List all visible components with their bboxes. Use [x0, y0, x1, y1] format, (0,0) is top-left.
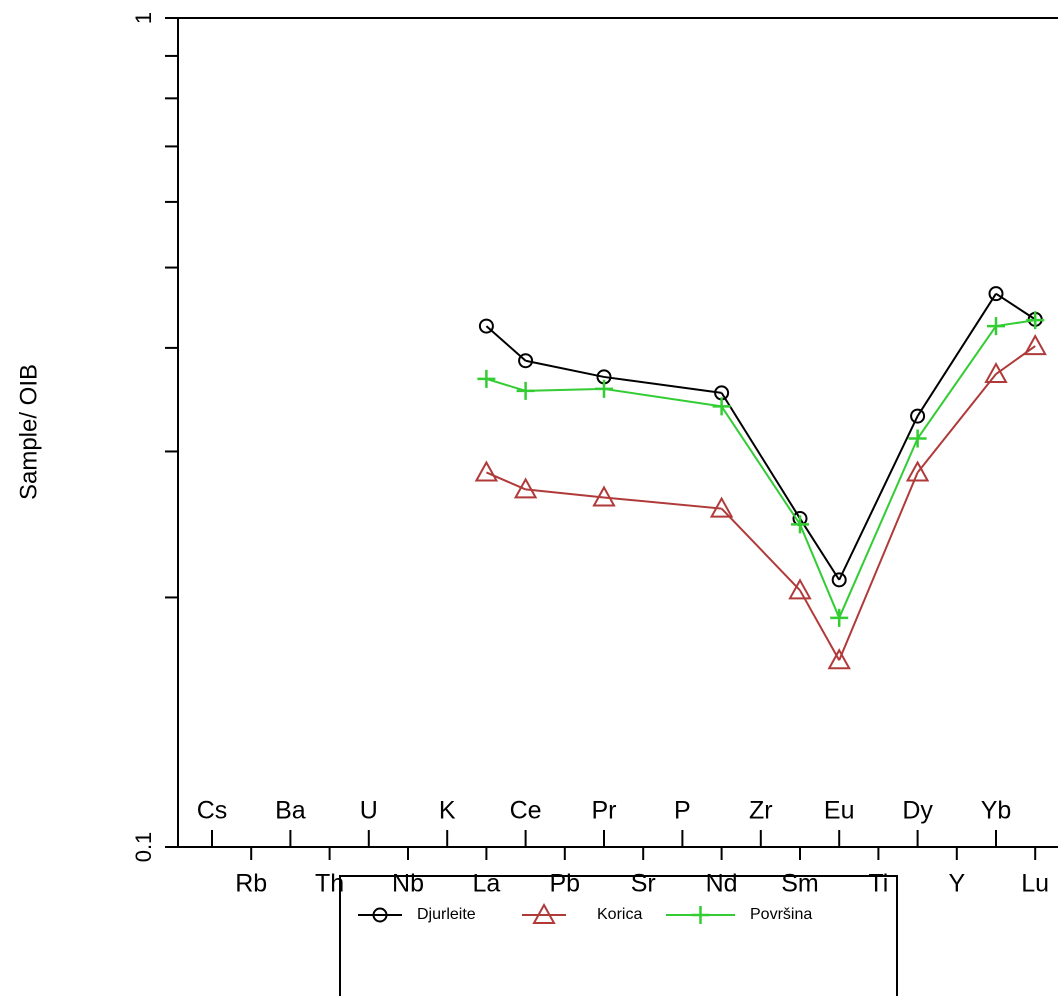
series-segment: [916, 373, 997, 474]
data-point: [1026, 311, 1045, 330]
data-point: [905, 460, 930, 482]
series-segment: [799, 523, 841, 619]
data-point: [712, 397, 731, 416]
series-segment: [603, 496, 722, 510]
data-point: [984, 361, 1008, 384]
series-segment: [486, 377, 526, 392]
data-point: [592, 485, 616, 507]
data-point: [827, 648, 851, 670]
data-point: [788, 578, 812, 600]
series-segment: [799, 518, 841, 581]
legend-marker: [532, 902, 556, 924]
series-segment: [603, 375, 722, 394]
x-tick-label: K: [439, 797, 456, 825]
x-tick-label: Zr: [749, 797, 773, 825]
series-segment: [485, 325, 527, 362]
data-point: [1023, 334, 1047, 356]
x-tick-label: U: [360, 797, 378, 825]
x-tick-label: Ba: [275, 797, 306, 825]
data-point: [474, 460, 499, 482]
data-point: [518, 353, 534, 369]
x-tick-label: Ti: [868, 870, 888, 898]
data-point: [516, 381, 535, 400]
series-segment: [838, 415, 919, 581]
y-tick-label: 0.1: [131, 832, 156, 863]
data-point: [831, 572, 847, 588]
x-tick-label: Sm: [781, 870, 819, 898]
data-point: [987, 317, 1005, 336]
data-point: [791, 515, 809, 534]
x-tick-label: Dy: [902, 797, 933, 825]
data-point: [478, 318, 494, 334]
x-tick-label: Pr: [592, 797, 617, 825]
data-point: [477, 369, 496, 388]
series-segment: [995, 292, 1036, 321]
legend-label: Površina: [750, 906, 812, 923]
x-tick-label: Y: [948, 870, 965, 898]
series-segment: [525, 488, 605, 499]
legend-label: Korica: [597, 906, 642, 923]
x-tick-label: Th: [315, 870, 344, 898]
x-tick-label: Yb: [981, 797, 1012, 825]
x-tick-label: La: [472, 870, 500, 898]
x-tick-label: Lu: [1021, 870, 1049, 898]
series-segment: [603, 387, 722, 408]
data-point: [908, 429, 927, 448]
data-point: [910, 408, 926, 424]
y-tick-label: 1: [131, 12, 156, 24]
legend-marker: [691, 906, 710, 924]
data-point: [830, 608, 849, 627]
y-axis-title: Sample/ OIB: [15, 364, 42, 500]
data-point: [709, 496, 734, 518]
series-segment: [916, 325, 997, 440]
data-point: [988, 286, 1004, 302]
series-segment: [720, 507, 801, 592]
series-segment: [720, 405, 801, 525]
series-segment: [995, 345, 1036, 375]
x-tick-label: P: [674, 797, 691, 825]
x-tick-label: Eu: [824, 797, 855, 825]
x-tick-label: Pb: [550, 870, 581, 898]
x-tick-label: Nb: [392, 870, 424, 898]
x-tick-label: Sr: [631, 870, 656, 898]
x-tick-label: Nd: [706, 870, 738, 898]
legend-label: Djurleite: [417, 906, 476, 923]
series-segment: [720, 392, 801, 520]
series-segment: [525, 359, 605, 378]
legend-box: [339, 875, 898, 996]
series-segment: [838, 438, 919, 619]
series-segment: [799, 589, 841, 661]
x-tick-label: Ce: [510, 797, 542, 825]
series-segment: [525, 387, 605, 392]
data-point: [595, 379, 613, 398]
legend-marker: [372, 907, 388, 923]
x-tick-label: Cs: [197, 797, 228, 825]
series-segment: [916, 293, 997, 417]
series-segment: [838, 472, 919, 661]
data-point: [513, 477, 538, 499]
x-tick-label: Rb: [235, 870, 267, 898]
